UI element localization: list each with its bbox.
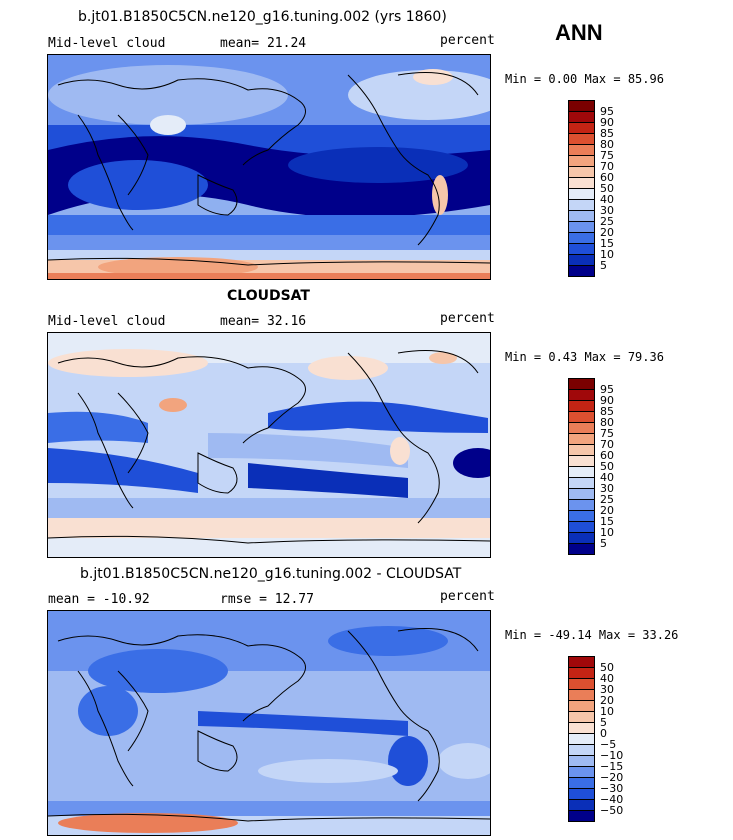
colorbar-tick-label: 10: [600, 705, 614, 718]
colorbar-tick-label: 10: [600, 248, 614, 261]
colorbar-tick-label: 30: [600, 683, 614, 696]
colorbar-tick-label: −50: [600, 804, 624, 817]
colorbar-tick-label: 5: [600, 259, 607, 272]
colorbar-tick-label: 20: [600, 226, 614, 239]
colorbar-tick-label: 50: [600, 661, 614, 674]
colorbar-tick-label: −40: [600, 793, 624, 806]
colorbar-tick-label: 5: [600, 537, 607, 550]
colorbar-tick-label: 90: [600, 116, 614, 129]
colorbar-swatch: [568, 265, 595, 277]
colorbar-tick-label: 5: [600, 716, 607, 729]
panel-2-mean-label: mean= 32.16: [220, 314, 307, 329]
panel-1-minmax: Min = 0.00 Max = 85.96: [505, 72, 664, 86]
colorbar-tick-label: 25: [600, 493, 614, 506]
panel-2-map: [47, 332, 491, 558]
colorbar-tick-label: 95: [600, 383, 614, 396]
colorbar-tick-label: 85: [600, 405, 614, 418]
colorbar-tick-label: 20: [600, 694, 614, 707]
panel-2-minmax: Min = 0.43 Max = 79.36: [505, 350, 664, 364]
colorbar-tick-label: 75: [600, 149, 614, 162]
panel-3-rmse-label: rmse = 12.77: [220, 592, 314, 607]
colorbar-swatch: [568, 810, 595, 822]
colorbar-tick-label: 25: [600, 215, 614, 228]
colorbar-tick-label: 20: [600, 504, 614, 517]
colorbar-tick-label: 85: [600, 127, 614, 140]
panel-1-mean-label: mean= 21.24: [220, 36, 307, 51]
colorbar-tick-label: 50: [600, 460, 614, 473]
colorbar-tick-label: 40: [600, 471, 614, 484]
colorbar-swatch: [568, 543, 595, 555]
colorbar-tick-label: 40: [600, 193, 614, 206]
colorbar-tick-label: 50: [600, 182, 614, 195]
colorbar-tick-label: 60: [600, 449, 614, 462]
panel-2-units-label: percent: [440, 311, 495, 326]
colorbar-tick-label: 60: [600, 171, 614, 184]
panel-3-map: [47, 610, 491, 836]
colorbar-tick-label: 30: [600, 204, 614, 217]
colorbar-tick-label: −15: [600, 760, 624, 773]
colorbar-tick-label: 80: [600, 138, 614, 151]
panel-1-units-label: percent: [440, 33, 495, 48]
colorbar-tick-label: −5: [600, 738, 617, 751]
colorbar-tick-label: 70: [600, 160, 614, 173]
colorbar-tick-label: 30: [600, 482, 614, 495]
colorbar-tick-label: 15: [600, 237, 614, 250]
colorbar-tick-label: 95: [600, 105, 614, 118]
colorbar-tick-label: 80: [600, 416, 614, 429]
colorbar-tick-label: 70: [600, 438, 614, 451]
panel-2-title: CLOUDSAT: [227, 288, 310, 304]
colorbar-tick-label: −30: [600, 782, 624, 795]
colorbar-tick-label: −10: [600, 749, 624, 762]
panel-3-units-label: percent: [440, 589, 495, 604]
season-label: ANN: [555, 20, 603, 45]
colorbar-tick-label: −20: [600, 771, 624, 784]
colorbar-tick-label: 40: [600, 672, 614, 685]
panel-3-title: b.jt01.B1850C5CN.ne120_g16.tuning.002 - …: [80, 566, 462, 582]
panel-1-title: b.jt01.B1850C5CN.ne120_g16.tuning.002 (y…: [78, 9, 447, 25]
panel-3-minmax: Min = -49.14 Max = 33.26: [505, 628, 679, 642]
colorbar-tick-label: 75: [600, 427, 614, 440]
colorbar-tick-label: 15: [600, 515, 614, 528]
colorbar-tick-label: 0: [600, 727, 607, 740]
panel-1-map: [47, 54, 491, 280]
colorbar-tick-label: 10: [600, 526, 614, 539]
panel-3-mean-label: mean = -10.92: [48, 592, 150, 607]
panel-1-variable-label: Mid-level cloud: [48, 36, 166, 51]
panel-2-variable-label: Mid-level cloud: [48, 314, 166, 329]
colorbar-tick-label: 90: [600, 394, 614, 407]
